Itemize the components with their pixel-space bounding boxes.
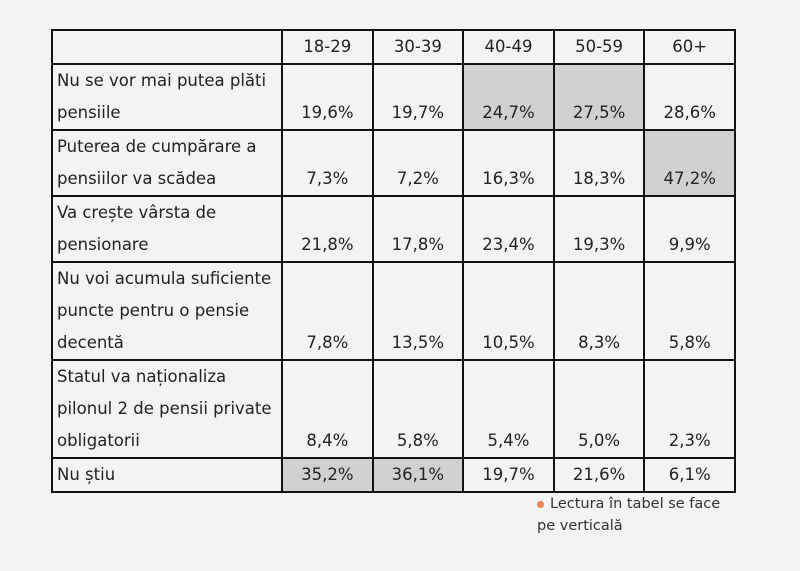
value-cell: 28,6%	[643, 63, 736, 131]
value-cell: 18,3%	[552, 129, 646, 197]
value-cell: 10,5%	[462, 261, 555, 361]
value-cell: 9,9%	[643, 195, 736, 263]
table-row: Nu se vor mai putea plăti pensiile 19,6% 1…	[51, 63, 736, 131]
value-cell: 8,3%	[552, 261, 646, 361]
table-row: Puterea de cumpărare a pensiilor va scăd…	[51, 129, 736, 197]
row-label: Nu voi acumula suficiente puncte pentru …	[51, 261, 283, 361]
value-cell: 19,7%	[462, 457, 555, 493]
value-cell: 21,8%	[281, 195, 374, 263]
column-header: 50-59	[552, 29, 646, 65]
value-cell: 16,3%	[462, 129, 555, 197]
row-label: Statul va naționaliza pilonul 2 de pensi…	[51, 359, 283, 459]
value-cell: 5,4%	[462, 359, 555, 459]
table-row: Nu știu 35,2% 36,1% 19,7% 21,6% 6,1%	[51, 457, 736, 493]
value-cell: 36,1%	[371, 457, 465, 493]
column-header: 30-39	[371, 29, 465, 65]
table-row: Statul va naționaliza pilonul 2 de pensi…	[51, 359, 736, 459]
value-cell: 5,0%	[552, 359, 646, 459]
column-header: 18-29	[281, 29, 374, 65]
table-row: Nu voi acumula suficiente puncte pentru …	[51, 261, 736, 361]
value-cell: 2,3%	[643, 359, 736, 459]
row-label: Va crește vârsta de pensionare	[51, 195, 283, 263]
value-cell: 13,5%	[371, 261, 465, 361]
footnote: Lectura în tabel se face pe verticală	[537, 493, 737, 537]
value-cell: 6,1%	[643, 457, 736, 493]
row-label: Puterea de cumpărare a pensiilor va scăd…	[51, 129, 283, 197]
footnote-text: Lectura în tabel se face pe verticală	[537, 496, 721, 534]
value-cell: 19,6%	[281, 63, 374, 131]
value-cell: 19,3%	[552, 195, 646, 263]
table-row: Va crește vârsta de pensionare 21,8% 17,8%…	[51, 195, 736, 263]
value-cell: 21,6%	[552, 457, 646, 493]
value-cell: 35,2%	[281, 457, 374, 493]
value-cell: 47,2%	[643, 129, 736, 197]
bullet-icon	[537, 500, 544, 508]
header-corner	[51, 29, 283, 65]
value-cell: 7,3%	[281, 129, 374, 197]
value-cell: 24,7%	[462, 63, 555, 131]
row-label: Nu știu	[51, 457, 283, 493]
value-cell: 17,8%	[371, 195, 465, 263]
value-cell: 8,4%	[281, 359, 374, 459]
header-row: 18-29 30-39 40-49 50-59 60+	[51, 29, 736, 65]
value-cell: 27,5%	[552, 63, 646, 131]
row-label: Nu se vor mai putea plăti pensiile	[51, 63, 283, 131]
value-cell: 7,8%	[281, 261, 374, 361]
value-cell: 19,7%	[371, 63, 465, 131]
column-header: 40-49	[462, 29, 555, 65]
value-cell: 23,4%	[462, 195, 555, 263]
data-table: 18-29 30-39 40-49 50-59 60+ Nu se vor mai pu…	[51, 29, 736, 493]
value-cell: 5,8%	[643, 261, 736, 361]
value-cell: 5,8%	[371, 359, 465, 459]
column-header: 60+	[643, 29, 736, 65]
value-cell: 7,2%	[371, 129, 465, 197]
